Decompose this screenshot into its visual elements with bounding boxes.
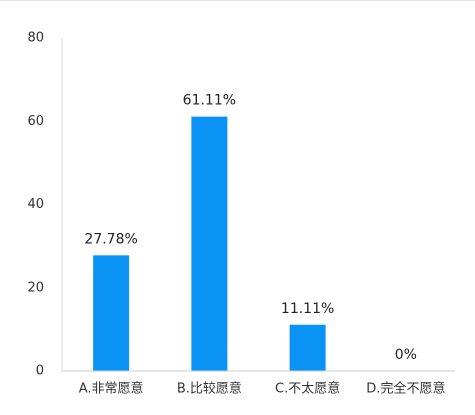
- bar: [289, 324, 326, 371]
- y-tick-label: 0: [36, 364, 44, 379]
- value-label: 11.11%: [281, 301, 334, 317]
- bar: [191, 116, 228, 371]
- x-tick-label: C.不太愿意: [275, 381, 340, 397]
- bar: [93, 255, 130, 371]
- y-tick-label: 80: [27, 31, 44, 46]
- value-label: 27.78%: [84, 231, 137, 247]
- x-tick-label: B.比较愿意: [177, 381, 242, 397]
- y-tick-label: 60: [27, 114, 44, 129]
- y-tick-label: 20: [27, 280, 44, 295]
- x-tick-label: A.非常愿意: [79, 381, 144, 397]
- y-tick-label: 40: [27, 197, 44, 212]
- value-label: 61.11%: [183, 93, 236, 109]
- value-label: 0%: [395, 347, 417, 363]
- x-tick-label: D.完全不愿意: [366, 381, 445, 397]
